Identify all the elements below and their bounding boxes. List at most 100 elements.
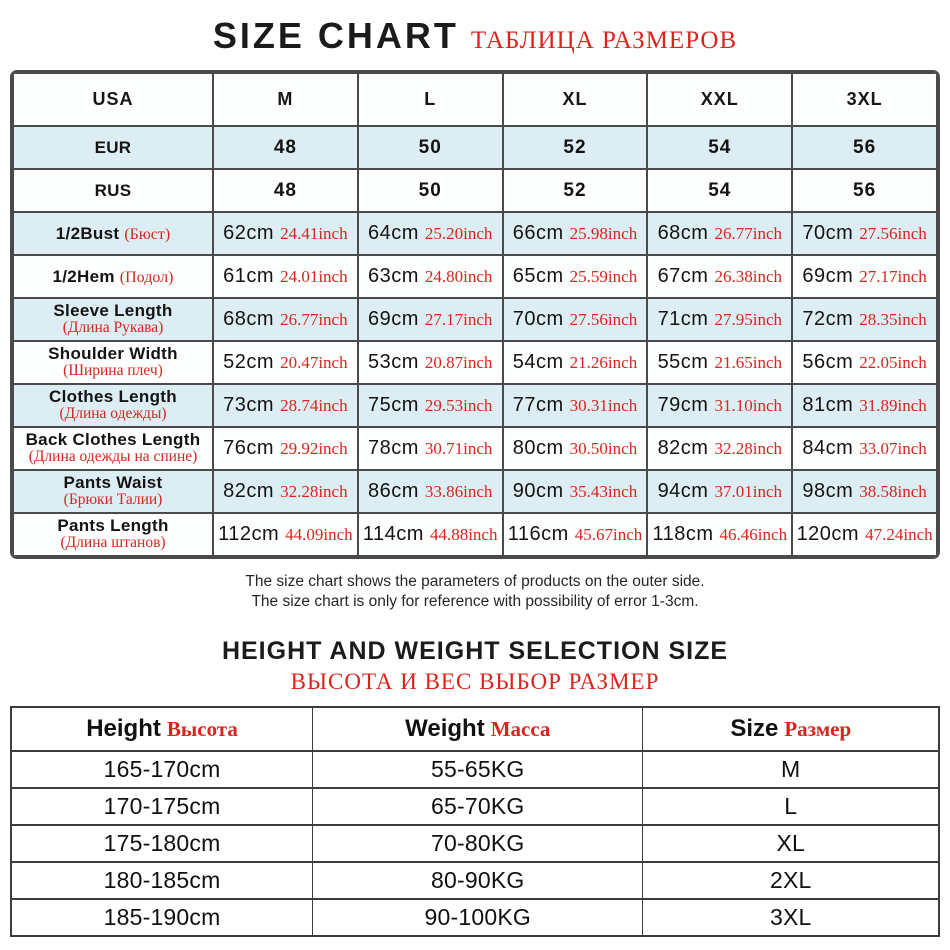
inch-value: 25.98inch: [569, 224, 638, 243]
row-label-ru: (Длина одежды): [59, 405, 167, 423]
size-table-row: EUR 48 50 52 54 56: [12, 125, 938, 170]
cm-value: 81cm: [802, 394, 854, 416]
size-table-header-row: USA M L XL XXL 3XL: [12, 72, 938, 127]
inch-value: 28.35inch: [859, 310, 927, 329]
row-label-en: EUR: [94, 137, 132, 157]
cm-value: 80cm: [512, 437, 564, 459]
row-label-en: RUS: [94, 180, 132, 200]
hw-weight-cell: 90-100KG: [312, 897, 644, 937]
size-value-cell: 76cm 29.92inch: [212, 426, 359, 471]
inch-value: 25.20inch: [424, 224, 493, 243]
cm-value: 64cm: [367, 222, 419, 244]
size-col-header: XXL: [646, 72, 794, 127]
row-label-en: Shoulder Width: [48, 344, 178, 364]
hw-weight-cell: 80-90KG: [312, 860, 644, 900]
size-value-cell: 81cm 31.89inch: [791, 383, 938, 428]
row-label-ru: (Длина одежды на спине): [28, 448, 198, 466]
size-col-header: XL: [501, 72, 649, 127]
size-chart-table: USA M L XL XXL 3XL EUR 48 50 52 54 56 RUS 48 50 5…: [12, 72, 938, 557]
cm-value: 70cm: [512, 308, 564, 330]
size-value-cell: 54cm 21.26inch: [501, 340, 649, 385]
inch-value: 30.71inch: [424, 439, 493, 458]
inch-value: 29.53inch: [424, 396, 493, 415]
size-value-cell: 75cm 29.53inch: [356, 383, 504, 428]
hw-weight-cell: 55-65KG: [312, 749, 644, 789]
inch-value: 21.26inch: [569, 353, 638, 372]
size-value-cell: 52cm 20.47inch: [212, 340, 359, 385]
size-value-cell: 82cm 32.28inch: [212, 469, 359, 514]
size-value-cell: 50: [356, 168, 504, 213]
inch-value: 26.77inch: [280, 310, 348, 329]
cm-value: 66cm: [512, 222, 564, 244]
inch-value: 27.17inch: [424, 310, 493, 329]
cm-value: 68cm: [657, 222, 709, 244]
hw-size-cell: 2XL: [642, 860, 940, 900]
size-table-row: 1/2Hem (Подол) 61cm 24.01inch 63cm 24.80inch 6…: [12, 254, 938, 299]
cm-value: 65cm: [512, 265, 564, 287]
row-label: 1/2Bust (Бюст): [12, 211, 214, 256]
cm-value: 118cm: [652, 523, 714, 545]
inch-value: 26.77inch: [714, 224, 782, 243]
row-label-ru: (Брюки Талии): [63, 491, 163, 509]
cm-value: 79cm: [657, 394, 709, 416]
hw-height-cell: 185-190cm: [10, 897, 314, 937]
row-label: Back Clothes Length (Длина одежды на спин…: [12, 426, 214, 471]
size-value-cell: 98cm 38.58inch: [791, 469, 938, 514]
row-label-en: 1/2Hem: [52, 266, 115, 286]
size-value-cell: 50: [356, 125, 504, 170]
inch-value: 33.86inch: [424, 482, 493, 501]
inch-value: 32.28inch: [714, 439, 782, 458]
hw-header-weight-ru: Масса: [490, 716, 551, 741]
size-chart-table-frame: USA M L XL XXL 3XL EUR 48 50 52 54 56 RUS 48 50 5…: [10, 70, 940, 559]
cm-value: 72cm: [802, 308, 854, 330]
size-value-cell: 80cm 30.50inch: [501, 426, 649, 471]
size-value-cell: 94cm 37.01inch: [646, 469, 794, 514]
hw-table-row: 170-175cm 65-70KG L: [10, 786, 940, 826]
size-value-cell: 82cm 32.28inch: [646, 426, 794, 471]
cm-value: 55cm: [657, 351, 709, 373]
size-value: 50: [418, 136, 442, 158]
inch-value: 27.56inch: [859, 224, 927, 243]
inch-value: 27.17inch: [859, 267, 927, 286]
height-weight-table: Height Высота Weight Масса Size Размер 165-…: [10, 705, 940, 937]
inch-value: 33.07inch: [859, 439, 927, 458]
size-value-cell: 54: [646, 168, 794, 213]
hw-weight-cell: 70-80KG: [312, 823, 644, 863]
cm-value: 78cm: [367, 437, 419, 459]
inch-value: 31.89inch: [859, 396, 927, 415]
cm-value: 69cm: [367, 308, 419, 330]
size-value-cell: 52: [501, 125, 649, 170]
size-value: 48: [273, 136, 297, 158]
size-value-cell: 54: [646, 125, 794, 170]
size-value-cell: 116cm 45.67inch: [501, 512, 649, 557]
hw-header-row: Height Высота Weight Масса Size Размер: [10, 705, 940, 752]
size-value-cell: 71cm 27.95inch: [646, 297, 794, 342]
size-value-cell: 79cm 31.10inch: [646, 383, 794, 428]
row-label: RUS: [12, 168, 214, 213]
page-title-en: SIZE CHART: [212, 15, 459, 56]
size-value-cell: 69cm 27.17inch: [791, 254, 938, 299]
size-note-line1: The size chart shows the parameters of p…: [245, 573, 705, 590]
cm-value: 67cm: [657, 265, 709, 287]
size-value-cell: 70cm 27.56inch: [501, 297, 649, 342]
row-label-en: Sleeve Length: [53, 301, 173, 321]
inch-value: 30.31inch: [569, 396, 638, 415]
size-table-row: Pants Waist (Брюки Талии) 82cm 32.28inch 86c…: [12, 469, 938, 514]
size-value: 56: [853, 136, 877, 158]
row-label: Shoulder Width (Ширина плеч): [12, 340, 214, 385]
size-value-cell: 62cm 24.41inch: [212, 211, 359, 256]
cm-value: 73cm: [223, 394, 275, 416]
cm-value: 70cm: [802, 222, 854, 244]
row-label: Pants Length (Длина штанов): [12, 512, 214, 557]
height-weight-table-frame: Height Высота Weight Масса Size Размер 165-…: [10, 705, 940, 937]
row-label: Sleeve Length (Длина Рукава): [12, 297, 214, 342]
size-value-cell: 70cm 27.56inch: [791, 211, 938, 256]
size-table-row: Shoulder Width (Ширина плеч) 52cm 20.47inch…: [12, 340, 938, 385]
row-label: Clothes Length (Длина одежды): [12, 383, 214, 428]
size-value-cell: 48: [212, 125, 359, 170]
inch-value: 37.01inch: [714, 482, 782, 501]
hw-title: HEIGHT AND WEIGHT SELECTION SIZE ВЫСОТА …: [0, 637, 950, 695]
inch-value: 47.24inch: [865, 525, 933, 544]
inch-value: 20.47inch: [280, 353, 348, 372]
